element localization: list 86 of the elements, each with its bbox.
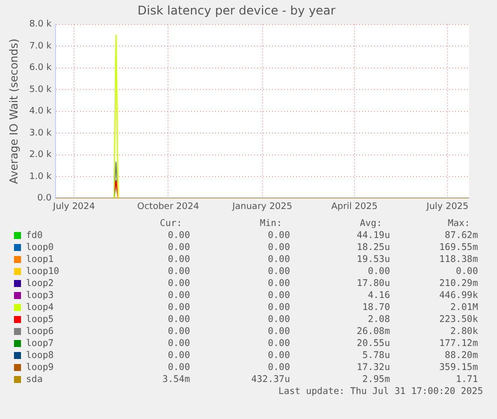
text: 0.00 — [168, 314, 190, 325]
x-tick-label: April 2025 — [331, 202, 378, 212]
text: 0.00 — [268, 290, 290, 301]
text: Max: — [448, 218, 470, 229]
text: 0.00 — [168, 326, 190, 337]
text: 4.16 — [368, 290, 390, 301]
legend-label: loop8 — [26, 350, 54, 361]
text: 0.00 — [268, 338, 290, 349]
text: Avg: — [360, 218, 382, 229]
x-tick-label: January 2025 — [231, 202, 292, 212]
text: 0.00 — [168, 302, 190, 313]
text: Last update: Thu Jul 31 17:00:20 2025 — [278, 386, 483, 397]
legend-label: loop1 — [26, 254, 54, 265]
y-tick-label: 5.0 k — [29, 84, 52, 95]
legend-label: loop4 — [26, 302, 54, 313]
text: 0.00 — [268, 350, 290, 361]
text: 2.01M — [450, 302, 478, 313]
text: 1.71 — [456, 374, 478, 385]
text: 17.32u — [356, 362, 390, 373]
text: 0.00 — [268, 362, 290, 373]
text: 177.12m — [439, 338, 478, 349]
legend-label: fd0 — [26, 230, 43, 241]
y-tick-label: 7.0 k — [29, 41, 52, 52]
text: 0.00 — [168, 278, 190, 289]
text: 118.38m — [439, 254, 478, 265]
text: 88.20m — [444, 350, 478, 361]
text: 2.08 — [368, 314, 390, 325]
y-tick-label: 0.0 — [37, 194, 52, 204]
text: 0.00 — [268, 326, 290, 337]
legend-label: loop6 — [26, 326, 54, 337]
y-tick-label: 2.0 k — [29, 150, 52, 160]
legend-label: loop0 — [26, 242, 54, 253]
text: 0.00 — [268, 266, 290, 277]
y-tick-label: 1.0 k — [29, 172, 52, 182]
text: 0.00 — [168, 362, 190, 373]
x-tick-label: July 2025 — [426, 202, 468, 212]
text: 0.00 — [168, 230, 190, 241]
text: 20.55u — [356, 338, 390, 349]
text: 2.95m — [362, 374, 390, 385]
text: 223.50k — [439, 314, 478, 325]
x-tick-label: July 2024 — [52, 202, 96, 212]
text: 0.00 — [268, 230, 290, 241]
y-tick-label: 4.0 k — [29, 106, 52, 117]
legend-label: loop10 — [26, 266, 60, 277]
text: 0.00 — [168, 338, 190, 349]
legend-label: loop3 — [26, 290, 54, 301]
text: 18.70 — [362, 302, 390, 313]
y-axis-title: Average IO Wait (seconds) — [7, 38, 20, 184]
text: 0.00 — [368, 266, 390, 277]
text: 5.78u — [362, 350, 390, 361]
text: 0.00 — [168, 350, 190, 361]
text: 169.55m — [439, 242, 478, 253]
text: 210.29m — [439, 278, 478, 289]
text: 0.00 — [168, 254, 190, 265]
text: 0.00 — [168, 242, 190, 253]
text: 87.62m — [444, 230, 478, 241]
x-tick-label: October 2024 — [137, 202, 200, 212]
text: 0.00 — [456, 266, 478, 277]
text: 0.00 — [168, 266, 190, 277]
text: 17.80u — [356, 278, 390, 289]
text: 44.19u — [356, 230, 390, 241]
text: 26.08m — [356, 326, 390, 337]
text: 0.00 — [268, 278, 290, 289]
text: 432.37u — [251, 374, 290, 385]
text: 3.54m — [162, 374, 190, 385]
text: 359.15m — [439, 362, 478, 373]
text: 0.00 — [268, 254, 290, 265]
y-tick-label: 3.0 k — [29, 128, 52, 138]
text: 446.99k — [439, 290, 478, 301]
legend-label: loop9 — [26, 362, 54, 373]
text: Min: — [260, 218, 282, 229]
text: 18.25u — [356, 242, 390, 253]
text: 19.53u — [356, 254, 390, 265]
text: 0.00 — [268, 302, 290, 313]
y-tick-label: 6.0 k — [29, 63, 52, 74]
text: Cur: — [160, 218, 182, 229]
y-tick-label: 8.0 k — [29, 20, 52, 30]
text: 0.00 — [268, 314, 290, 325]
legend-label: loop2 — [26, 278, 54, 289]
chart-title: Disk latency per device - by year — [138, 3, 336, 18]
text: 0.00 — [268, 242, 290, 253]
legend-label: loop7 — [26, 338, 54, 349]
text: 2.80k — [450, 326, 478, 337]
legend-label: loop5 — [26, 314, 54, 325]
legend-label: sda — [26, 374, 43, 385]
text: 0.00 — [168, 290, 190, 301]
